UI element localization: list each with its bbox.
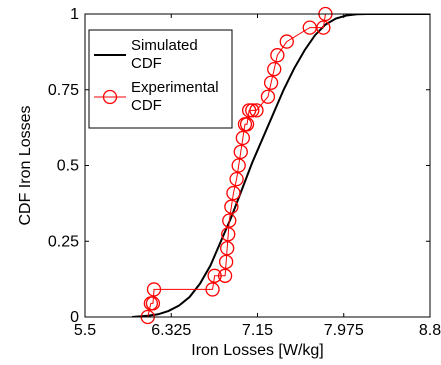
experimental-point [145, 296, 161, 311]
experimental-point [263, 75, 279, 90]
legend-experimental-label-1: Experimental [131, 79, 219, 96]
experimental-point [218, 254, 234, 270]
experimental-point [260, 89, 276, 104]
experimental-point [245, 103, 260, 118]
y-tick-label: 0 [70, 309, 79, 326]
x-tick-label: 8.8 [419, 322, 441, 339]
experimental-point [279, 34, 294, 49]
x-tick-label: 5.5 [74, 322, 96, 339]
x-tick-label: 6.325 [151, 322, 191, 339]
experimental-point [205, 282, 220, 297]
experimental-point [249, 103, 264, 118]
y-axis-label: CDF Iron Losses [17, 105, 34, 225]
legend-experimental-label-2: CDF [131, 97, 162, 114]
y-tick-label: 0.75 [48, 82, 79, 99]
experimental-point [316, 20, 331, 35]
legend-experimental-marker [102, 89, 118, 105]
y-tick-label: 1 [70, 6, 79, 23]
experimental-point [207, 268, 222, 283]
legend-simulated-label-1: Simulated [131, 37, 198, 54]
experimental-point [231, 158, 246, 173]
experimental-point [226, 185, 241, 201]
experimental-point [233, 144, 248, 160]
experimental-point [241, 103, 257, 118]
y-tick-label: 0.5 [57, 158, 79, 175]
experimental-point [267, 62, 282, 77]
x-tick-label: 7.15 [242, 322, 273, 339]
experimental-point [235, 130, 251, 146]
experimental-point [222, 213, 237, 228]
legend: Simulated CDF Experimental CDF [88, 29, 233, 129]
legend-box [88, 29, 233, 129]
legend-simulated-label-2: CDF [131, 55, 162, 72]
experimental-point [239, 117, 255, 132]
experimental-point [221, 227, 236, 242]
y-tick-label: 0.25 [48, 233, 79, 250]
experimental-point [270, 48, 285, 63]
experimental-point [146, 282, 162, 297]
x-tick-label: 7.975 [324, 322, 364, 339]
plot-area [131, 6, 430, 325]
experimental-point [224, 199, 239, 214]
experimental-point [229, 171, 244, 187]
experimental-point [217, 268, 233, 283]
simulated-cdf-line [131, 14, 430, 317]
experimental-point [220, 241, 235, 256]
x-axis-label: Iron Losses [W/kg] [191, 342, 324, 359]
axes: 5.5 6.325 7.15 7.975 8.8 0 0.25 0.5 0.75 1 [48, 6, 441, 339]
